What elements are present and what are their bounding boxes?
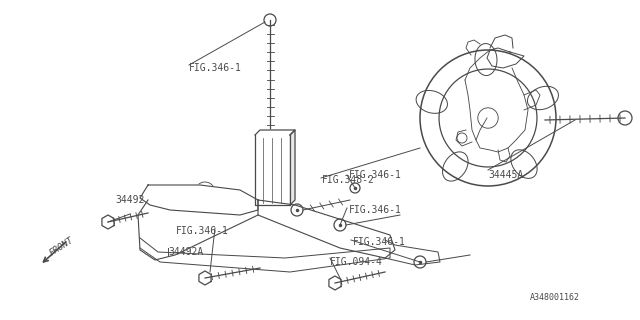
Polygon shape bbox=[255, 130, 295, 135]
Text: FIG.346-1: FIG.346-1 bbox=[176, 226, 229, 236]
Text: FIG.346-1: FIG.346-1 bbox=[349, 205, 402, 215]
Text: FIG.346-1: FIG.346-1 bbox=[353, 237, 406, 247]
Text: FIG.346-1: FIG.346-1 bbox=[189, 63, 242, 73]
Polygon shape bbox=[140, 185, 258, 215]
Text: 34445A: 34445A bbox=[488, 170, 524, 180]
Text: FIG.094-4: FIG.094-4 bbox=[330, 257, 383, 267]
Text: 34492A: 34492A bbox=[168, 247, 204, 257]
Polygon shape bbox=[290, 130, 295, 205]
Polygon shape bbox=[385, 240, 440, 265]
Text: A348001162: A348001162 bbox=[530, 293, 580, 302]
Text: FIG.348-2: FIG.348-2 bbox=[322, 175, 375, 185]
Text: FIG.346-1: FIG.346-1 bbox=[349, 170, 402, 180]
Text: 34492: 34492 bbox=[115, 195, 145, 205]
Polygon shape bbox=[140, 238, 390, 272]
Text: FRONT: FRONT bbox=[48, 236, 76, 258]
Polygon shape bbox=[258, 200, 395, 258]
Polygon shape bbox=[255, 135, 290, 205]
